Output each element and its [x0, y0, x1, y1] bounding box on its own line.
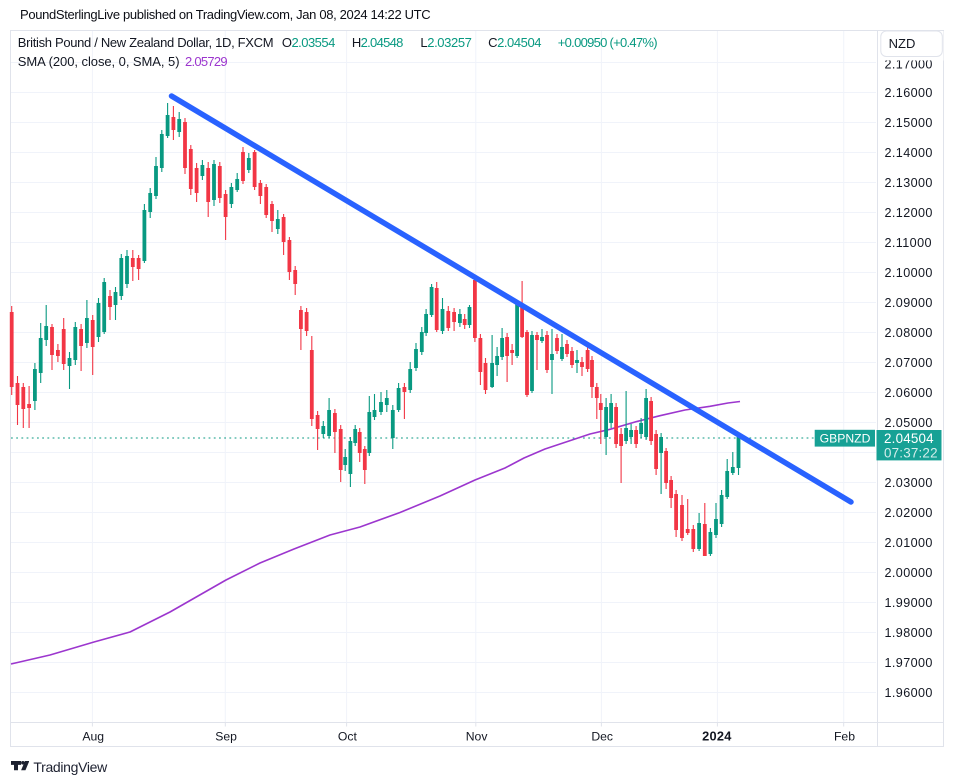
svg-text:NZD: NZD — [889, 36, 916, 51]
svg-text:Oct: Oct — [338, 729, 358, 743]
svg-text:2.14000: 2.14000 — [885, 146, 933, 160]
svg-text:Nov: Nov — [466, 729, 489, 743]
svg-text:Aug: Aug — [82, 729, 104, 743]
svg-text:1.98000: 1.98000 — [885, 626, 933, 640]
svg-text:1.99000: 1.99000 — [885, 596, 933, 610]
svg-text:2.03000: 2.03000 — [885, 476, 933, 490]
svg-text:2.16000: 2.16000 — [885, 86, 933, 100]
svg-text:2024: 2024 — [702, 728, 732, 743]
svg-text:07:37:22: 07:37:22 — [884, 445, 938, 460]
svg-text:Feb: Feb — [834, 729, 855, 743]
svg-text:2.05000: 2.05000 — [885, 416, 933, 430]
svg-text:2.02000: 2.02000 — [885, 506, 933, 520]
svg-text:2.15000: 2.15000 — [885, 116, 933, 130]
svg-text:2.01000: 2.01000 — [885, 536, 933, 550]
svg-text:2.00000: 2.00000 — [885, 566, 933, 580]
svg-text:2.11000: 2.11000 — [885, 236, 932, 250]
svg-text:2.12000: 2.12000 — [885, 206, 933, 220]
svg-text:2.09000: 2.09000 — [885, 296, 933, 310]
svg-text:2.13000: 2.13000 — [885, 176, 933, 190]
svg-text:2.06000: 2.06000 — [885, 386, 933, 400]
svg-text:2.08000: 2.08000 — [885, 326, 933, 340]
svg-text:Dec: Dec — [591, 729, 613, 743]
svg-text:Sep: Sep — [215, 729, 237, 743]
svg-text:2.17000: 2.17000 — [885, 57, 933, 71]
svg-text:2.07000: 2.07000 — [885, 356, 933, 370]
svg-text:1.96000: 1.96000 — [885, 686, 933, 700]
svg-text:GBPNZD: GBPNZD — [820, 431, 871, 445]
svg-text:2.04504: 2.04504 — [884, 431, 934, 446]
svg-text:1.97000: 1.97000 — [885, 656, 933, 670]
svg-text:2.10000: 2.10000 — [885, 266, 933, 280]
